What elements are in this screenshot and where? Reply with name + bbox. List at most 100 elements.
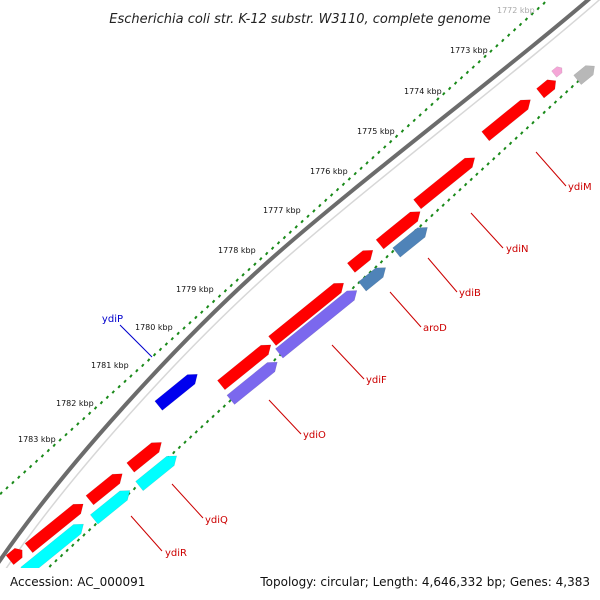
outer-tick-ring	[0, 1, 546, 495]
inner-tick-mark	[447, 198, 451, 202]
gene-feature-forward	[268, 282, 345, 346]
tick-label: 1778 kbp	[218, 246, 256, 255]
outer-tick-mark	[412, 118, 416, 123]
outer-tick-mark	[223, 289, 228, 293]
outer-tick-mark	[459, 75, 464, 80]
outer-tick-mark	[146, 358, 151, 362]
inner-tick-mark	[553, 100, 558, 104]
inner-tick-mark	[503, 146, 507, 151]
backbone-inner-strand	[0, 0, 600, 579]
outer-tick-mark	[23, 470, 27, 474]
outer-tick-mark	[329, 193, 334, 197]
inner-tick-mark	[273, 357, 277, 362]
inner-tick-mark	[385, 254, 389, 259]
inner-tick-mark	[570, 84, 574, 89]
inner-tick-mark	[390, 249, 395, 254]
outer-tick-mark	[442, 91, 446, 96]
outer-tick-mark	[5, 486, 9, 490]
outer-tick-mark	[318, 203, 322, 208]
inner-tick-mark	[458, 187, 462, 192]
outer-tick-mark	[235, 278, 239, 282]
outer-tick-mark	[282, 235, 287, 240]
outer-tick-mark	[453, 81, 458, 85]
inner-tick-mark	[424, 218, 429, 223]
outer-tick-mark	[465, 70, 470, 75]
inner-tick-mark	[491, 157, 496, 161]
gene-label-ydiP: ydiP	[102, 314, 123, 325]
gene-label-leader	[171, 483, 204, 519]
outer-tick-mark	[477, 59, 481, 64]
inner-tick-mark	[228, 399, 232, 403]
gene-feature-reverse	[89, 490, 131, 525]
gene-feature-reverse	[392, 227, 428, 258]
outer-tick-mark	[105, 395, 110, 400]
gene-feature-reverse	[226, 361, 278, 405]
outer-tick-mark	[341, 182, 346, 187]
outer-tick-mark	[117, 384, 121, 389]
backbone-outer-strand	[0, 0, 592, 564]
outer-tick-mark	[306, 214, 310, 219]
tick-label: 1776 kbp	[310, 167, 348, 176]
outer-tick-mark	[524, 17, 529, 21]
outer-tick-mark	[164, 342, 169, 346]
gene-feature-reverse	[551, 66, 563, 78]
gene-feature-reverse	[358, 267, 387, 292]
inner-tick-mark	[514, 136, 518, 140]
tick-label: 1780 kbp	[135, 323, 173, 332]
outer-tick-mark	[406, 123, 411, 128]
outer-tick-mark	[217, 294, 222, 298]
gene-feature-blue	[154, 374, 198, 411]
outer-tick-mark	[424, 107, 428, 112]
outer-tick-mark	[270, 246, 275, 250]
outer-tick-mark	[64, 432, 68, 437]
inner-tick-mark	[93, 522, 97, 527]
inner-tick-mark	[469, 177, 473, 182]
inner-tick-mark	[216, 409, 221, 414]
tick-label: 1779 kbp	[176, 285, 214, 294]
inner-tick-mark	[435, 208, 440, 213]
gene-label-ydiB: ydiB	[459, 288, 481, 299]
gene-labels: ydiM ydiN ydiB aroD ydiF ydiO ydiP ydiQ ydiR	[102, 182, 592, 559]
inner-tick-mark	[536, 115, 541, 120]
inner-tick-mark	[463, 182, 468, 187]
outer-tick-mark	[129, 374, 133, 378]
outer-tick-mark	[200, 310, 204, 314]
gene-feature-forward	[346, 249, 374, 273]
outer-tick-mark	[365, 161, 369, 165]
inner-tick-mark	[508, 141, 513, 146]
inner-tick-mark	[188, 435, 193, 439]
outer-tick-mark	[518, 22, 523, 27]
gene-feature-forward	[413, 157, 476, 210]
outer-tick-mark	[300, 219, 304, 224]
outer-tick-mark	[388, 139, 393, 144]
outer-tick-mark	[259, 257, 263, 261]
gene-label-leader	[268, 399, 302, 435]
inner-tick-mark	[132, 486, 137, 491]
outer-tick-mark	[335, 187, 340, 192]
outer-tick-mark	[418, 113, 422, 117]
inner-tick-mark	[531, 120, 535, 125]
inner-tick-mark	[525, 126, 530, 130]
outer-tick-mark	[536, 6, 540, 11]
inner-tick-mark	[200, 424, 204, 429]
gene-label-leader	[331, 344, 365, 380]
inner-tick-mark	[486, 162, 490, 166]
outer-tick-mark	[253, 262, 257, 266]
outer-tick-mark	[324, 198, 328, 203]
outer-tick-mark	[483, 54, 487, 59]
outer-tick-mark	[501, 38, 505, 43]
outer-tick-mark	[383, 145, 387, 149]
gene-features	[0, 65, 595, 594]
outer-tick-mark	[40, 454, 45, 458]
gene-feature-reverse	[275, 290, 358, 359]
outer-tick-mark	[182, 326, 186, 330]
inner-tick-mark	[87, 528, 92, 532]
gene-label-leader	[427, 257, 458, 293]
gene-label-leader	[130, 515, 163, 552]
inner-tick-mark	[71, 543, 75, 548]
outer-tick-mark	[58, 438, 62, 442]
outer-tick-mark	[46, 448, 51, 453]
gene-feature-forward	[481, 99, 531, 142]
